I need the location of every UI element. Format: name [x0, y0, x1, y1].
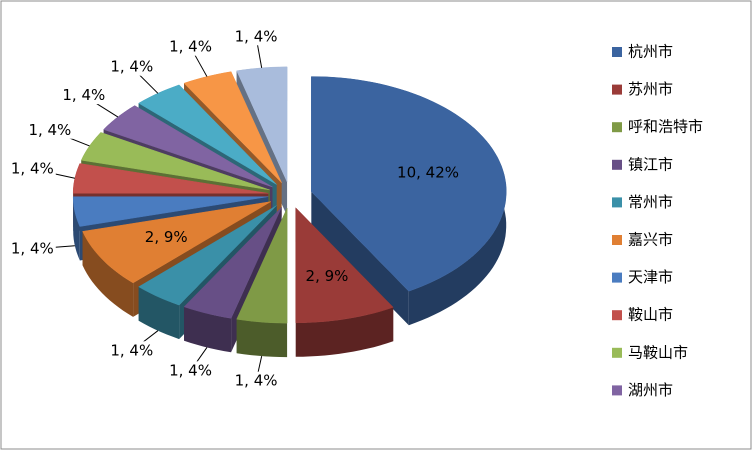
label-bg [8, 239, 56, 258]
legend-swatch [612, 159, 622, 170]
legend-label: 鞍山市 [628, 306, 673, 324]
data-label: 1, 4% [110, 341, 153, 359]
slice-side [311, 191, 409, 326]
legend-label: 苏州市 [628, 80, 673, 98]
slice-side [73, 196, 80, 261]
legend-swatch [612, 47, 622, 57]
legend-swatch [612, 122, 622, 133]
slice [72, 163, 269, 194]
slice [236, 66, 288, 183]
data-label: 1, 4% [235, 27, 278, 45]
slice [138, 205, 277, 306]
slice [138, 84, 277, 185]
data-label: 2, 9% [145, 228, 188, 246]
data-label: 1, 4% [11, 240, 54, 258]
label-bg [108, 57, 156, 76]
data-label: 1, 4% [28, 121, 71, 139]
legend-swatch [612, 347, 622, 358]
label-bg [26, 120, 74, 139]
legend-label: 天津市 [628, 268, 673, 286]
slice [72, 196, 269, 227]
slice [311, 76, 507, 292]
data-label: 1, 4% [169, 361, 212, 379]
label-bg [108, 341, 156, 360]
legend-label: 呼和浩特市 [628, 118, 703, 136]
slice-side [138, 286, 180, 340]
slice-side [184, 306, 232, 353]
slice [183, 207, 282, 319]
legend-swatch [612, 197, 622, 208]
data-label: 2, 9% [306, 267, 349, 285]
label-bg [167, 361, 214, 380]
legend-label: 常州市 [628, 193, 673, 211]
legend-swatch [612, 272, 622, 283]
slice [82, 201, 272, 284]
legend-label: 马鞍山市 [628, 343, 688, 361]
label-bg [60, 86, 108, 105]
slice [236, 207, 288, 324]
legend-label: 嘉兴市 [628, 231, 673, 249]
slice [295, 207, 394, 324]
slice-side [82, 231, 134, 317]
label-bg [232, 371, 280, 390]
label-bg [232, 27, 280, 46]
legend-label: 杭州市 [628, 43, 673, 61]
data-label: 10, 42% [397, 164, 459, 182]
slice-side [236, 319, 288, 358]
data-label: 1, 4% [11, 159, 54, 177]
legend-swatch [612, 385, 622, 396]
label-bg [8, 159, 56, 178]
legend-swatch [612, 310, 622, 321]
data-label: 1, 4% [169, 38, 212, 56]
data-label: 1, 4% [235, 372, 278, 390]
slice [103, 105, 273, 188]
legend-label: 镇江市 [628, 155, 673, 173]
legend-swatch [612, 235, 622, 245]
slice [183, 71, 282, 183]
slice-side [295, 307, 394, 357]
label-bg [167, 37, 214, 56]
slice [80, 132, 270, 191]
data-label: 1, 4% [62, 86, 105, 104]
legend-swatch [612, 84, 622, 95]
data-label: 1, 4% [110, 58, 153, 76]
legend-label: 湖州市 [628, 381, 673, 399]
